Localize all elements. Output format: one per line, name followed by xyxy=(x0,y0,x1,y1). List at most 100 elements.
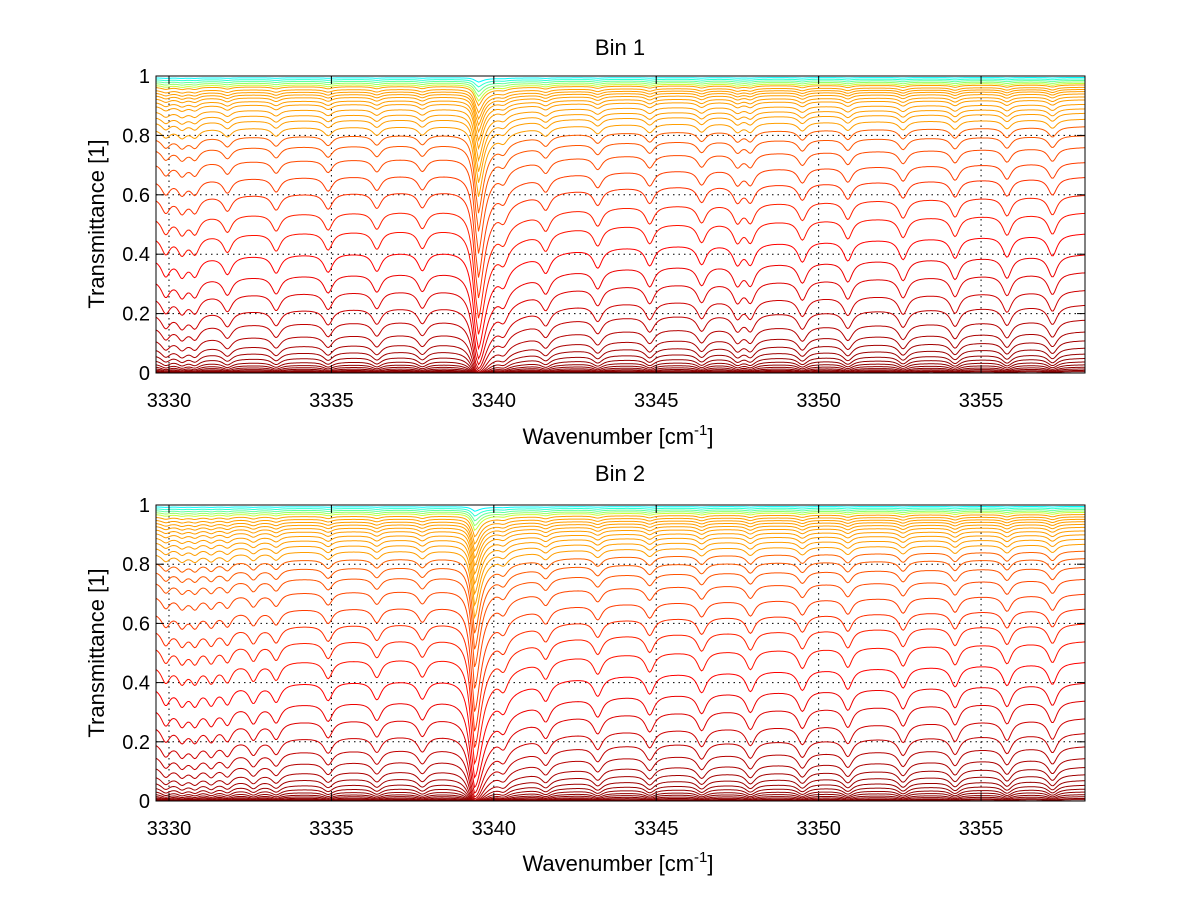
series-line xyxy=(155,88,1086,121)
series-line xyxy=(155,84,1086,107)
series-line xyxy=(155,521,1086,560)
series-line xyxy=(155,233,1086,351)
series-line xyxy=(155,77,1085,83)
series-line xyxy=(155,368,1086,374)
series-line xyxy=(155,623,1086,748)
x-tick-label: 3350 xyxy=(796,818,841,840)
series-line xyxy=(155,578,1086,689)
chart-title: Bin 1 xyxy=(595,35,645,60)
y-tick-label: 0.4 xyxy=(122,244,150,266)
x-axis-label: Wavenumber [cm-1] xyxy=(522,849,713,876)
x-axis-label: Wavenumber [cm-1] xyxy=(522,422,713,449)
series-line xyxy=(155,126,1086,214)
series-line xyxy=(155,733,1086,800)
series-line xyxy=(155,254,1086,361)
series-line xyxy=(155,507,1085,517)
series-line xyxy=(155,538,1086,607)
series-line xyxy=(155,526,1086,576)
x-tick-label: 3350 xyxy=(796,390,841,412)
series-line xyxy=(155,366,1086,374)
y-tick-label: 0.6 xyxy=(122,185,150,207)
series-line xyxy=(155,608,1086,732)
series-line xyxy=(155,86,1086,114)
series-line xyxy=(155,518,1086,553)
series-line xyxy=(155,506,1085,512)
series-line xyxy=(155,641,1086,766)
series-line xyxy=(155,794,1086,802)
series-line xyxy=(155,746,1086,801)
series-line xyxy=(155,516,1086,545)
x-tick-labels: 3330 3335 3340 3345 3350 3355 xyxy=(147,390,1004,412)
x-tick-label: 3335 xyxy=(309,390,354,412)
series-line xyxy=(155,700,1086,794)
y-tick-labels: 0 0.2 0.4 0.6 0.8 1 xyxy=(122,66,150,385)
series-line xyxy=(155,212,1086,335)
x-tick-label: 3355 xyxy=(959,390,1004,412)
series-line xyxy=(155,108,1086,172)
grid xyxy=(156,76,1085,373)
series-line xyxy=(155,353,1086,374)
y-tick-label: 0.2 xyxy=(122,732,150,754)
x-tick-label: 3335 xyxy=(309,818,354,840)
series-line xyxy=(155,682,1086,789)
x-axis-label-exponent: -1 xyxy=(694,849,707,866)
y-tick-label: 0.8 xyxy=(122,554,150,576)
y-axis-label: Transmittance [1] xyxy=(84,139,109,308)
x-tick-label: 3345 xyxy=(634,390,679,412)
series-line xyxy=(155,558,1086,650)
series-line xyxy=(155,340,1086,374)
series-line xyxy=(155,796,1086,802)
series-line xyxy=(155,93,1086,134)
chart-panel-bin-1: Bin 1 3330 3335 3340 3345 3350 3355 0 0.2 0.4 0.… xyxy=(84,35,1086,449)
series-line xyxy=(155,364,1086,374)
x-tick-label: 3355 xyxy=(959,818,1004,840)
x-tick-label: 3330 xyxy=(147,390,192,412)
plot-frame xyxy=(155,504,1086,802)
series-line xyxy=(155,523,1086,567)
series-line xyxy=(155,511,1086,531)
series-line xyxy=(155,347,1086,374)
chart-title: Bin 2 xyxy=(595,461,645,486)
y-tick-label: 0.6 xyxy=(122,613,150,635)
series-line xyxy=(155,788,1086,802)
ticks xyxy=(156,75,1085,374)
y-tick-label: 1 xyxy=(139,66,150,88)
series-line xyxy=(155,357,1086,374)
chart-panel-bin-2: Bin 2 3330 3335 3340 3345 3350 3355 0 0.2 0.4 0.… xyxy=(84,461,1086,876)
series-line xyxy=(155,304,1086,372)
y-axis-label: Transmittance [1] xyxy=(84,568,109,737)
x-tick-label: 3340 xyxy=(472,390,517,412)
x-tick-label: 3340 xyxy=(472,818,517,840)
series-line xyxy=(155,361,1086,374)
series-line xyxy=(155,91,1086,127)
series-line xyxy=(155,272,1086,366)
series-group xyxy=(155,506,1086,802)
series-line xyxy=(155,78,1085,88)
series-line xyxy=(155,319,1086,373)
y-tick-label: 1 xyxy=(139,495,150,517)
series-group xyxy=(155,77,1086,374)
series-line xyxy=(155,550,1086,634)
series-line xyxy=(155,791,1086,802)
series-line xyxy=(155,530,1086,586)
x-axis-label-exponent: -1 xyxy=(694,422,707,439)
grid xyxy=(156,505,1085,801)
series-line xyxy=(155,780,1086,802)
y-tick-label: 0.2 xyxy=(122,304,150,326)
series-line xyxy=(155,147,1086,254)
y-tick-label: 0 xyxy=(139,363,150,385)
series-line xyxy=(155,79,1086,93)
series-line xyxy=(155,290,1086,370)
series-line xyxy=(155,103,1086,163)
series-line xyxy=(155,767,1086,802)
series-line xyxy=(155,508,1085,522)
series-line xyxy=(155,718,1086,798)
plot-frame xyxy=(155,75,1086,374)
y-tick-label: 0.8 xyxy=(122,125,150,147)
series-line xyxy=(155,135,1086,232)
y-tick-label: 0 xyxy=(139,791,150,813)
series-line xyxy=(155,593,1086,712)
series-line xyxy=(155,784,1086,802)
series-line xyxy=(155,510,1085,527)
